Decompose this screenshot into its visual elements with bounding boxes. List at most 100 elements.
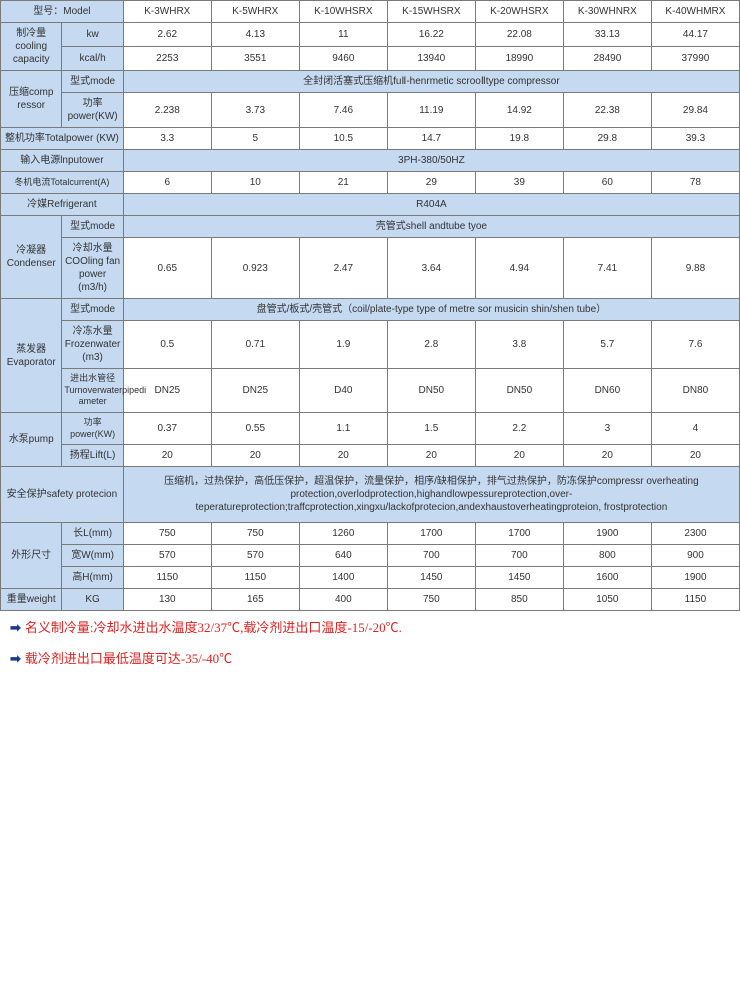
data-cell: D40 (299, 369, 387, 413)
data-cell: 900 (651, 545, 739, 567)
data-cell: 29.84 (651, 93, 739, 128)
comp-power-label: 功率power(KW) (62, 93, 123, 128)
model-cell: K-15WHSRX (387, 1, 475, 23)
data-cell: 39.3 (651, 128, 739, 150)
data-cell: DN50 (387, 369, 475, 413)
condenser-label: 冷凝器Condenser (1, 216, 62, 299)
dim-l-label: 长L(mm) (62, 523, 123, 545)
data-cell: 20 (563, 445, 651, 467)
data-cell: 570 (211, 545, 299, 567)
data-cell: 750 (123, 523, 211, 545)
data-cell: 1050 (563, 589, 651, 611)
cond-mode-label: 型式mode (62, 216, 123, 238)
inputpower-label: 输入电源lnputower (1, 150, 124, 172)
data-cell: 2.238 (123, 93, 211, 128)
data-cell: 20 (651, 445, 739, 467)
pump-power-label: 功率power(KW) (62, 413, 123, 445)
data-cell: 850 (475, 589, 563, 611)
data-cell: 22.08 (475, 23, 563, 47)
data-cell: 3.3 (123, 128, 211, 150)
data-cell: 1150 (123, 567, 211, 589)
data-cell: 1150 (211, 567, 299, 589)
kcal-label: kcal/h (62, 47, 123, 71)
safety-label: 安全保护safety protecion (1, 467, 124, 523)
data-cell: 33.13 (563, 23, 651, 47)
weight-kg-label: KG (62, 589, 123, 611)
totalpower-label: 整机功率Totalpower (KW) (1, 128, 124, 150)
refrigerant-val: R404A (123, 194, 739, 216)
cond-fan-label: 冷却水量COOling fan power (m3/h) (62, 238, 123, 299)
data-cell: 1450 (475, 567, 563, 589)
spec-table: 型号：Model K-3WHRX K-5WHRX K-10WHSRX K-15W… (0, 0, 740, 611)
data-cell: 165 (211, 589, 299, 611)
model-cell: K-5WHRX (211, 1, 299, 23)
model-header: 型号：Model (1, 1, 124, 23)
data-cell: 750 (387, 589, 475, 611)
pump-label: 水泵pump (1, 413, 62, 467)
compressor-label: 压缩comp ressor (1, 71, 62, 128)
cond-mode: 壳管式shell andtube tyoe (123, 216, 739, 238)
data-cell: 44.17 (651, 23, 739, 47)
data-cell: 800 (563, 545, 651, 567)
evap-mode-label: 型式mode (62, 299, 123, 321)
data-cell: 2253 (123, 47, 211, 71)
weight-label: 重量weight (1, 589, 62, 611)
data-cell: 20 (475, 445, 563, 467)
data-cell: 3.64 (387, 238, 475, 299)
cooling-label: 制冷量cooling capacity (1, 23, 62, 71)
data-cell: 2.2 (475, 413, 563, 445)
data-cell: 3.73 (211, 93, 299, 128)
data-cell: 0.65 (123, 238, 211, 299)
dim-h-label: 高H(mm) (62, 567, 123, 589)
model-cell: K-10WHSRX (299, 1, 387, 23)
data-cell: 700 (387, 545, 475, 567)
arrow-icon: ➡ (10, 651, 21, 666)
data-cell: 2.47 (299, 238, 387, 299)
arrow-icon: ➡ (10, 620, 21, 635)
data-cell: 1900 (563, 523, 651, 545)
data-cell: 20 (211, 445, 299, 467)
data-cell: 0.55 (211, 413, 299, 445)
footnote-1: ➡ 名义制冷量:冷却水进出水温度32/37℃,载冷剂进出口温度-15/-20℃. (0, 611, 740, 642)
data-cell: 11 (299, 23, 387, 47)
model-cell: K-30WHNRX (563, 1, 651, 23)
data-cell: 1150 (651, 589, 739, 611)
dim-w-label: 宽W(mm) (62, 545, 123, 567)
data-cell: 4.13 (211, 23, 299, 47)
data-cell: 1450 (387, 567, 475, 589)
data-cell: 1700 (475, 523, 563, 545)
data-cell: 9460 (299, 47, 387, 71)
data-cell: 37990 (651, 47, 739, 71)
comp-mode: 全封闭活塞式压缩机fuⅡ-henrmetic scrooⅡtype compre… (123, 71, 739, 93)
model-cell: K-20WHSRX (475, 1, 563, 23)
safety-val: 压缩机，过热保护，高低压保护，超温保护，流量保护，相序/缺相保护，排气过热保护，… (123, 467, 739, 523)
inputpower-val: 3PH-380/50HZ (123, 150, 739, 172)
model-cell: K-40WHMRX (651, 1, 739, 23)
data-cell: 2.62 (123, 23, 211, 47)
comp-mode-label: 型式mode (62, 71, 123, 93)
note1-text: 名义制冷量:冷却水进出水温度32/37℃,载冷剂进出口温度-15/-20℃. (25, 620, 402, 635)
data-cell: 400 (299, 589, 387, 611)
data-cell: DN80 (651, 369, 739, 413)
data-cell: 3.8 (475, 321, 563, 369)
data-cell: 640 (299, 545, 387, 567)
data-cell: 7.41 (563, 238, 651, 299)
data-cell: 4 (651, 413, 739, 445)
data-cell: 1.1 (299, 413, 387, 445)
data-cell: 2300 (651, 523, 739, 545)
data-cell: 9.88 (651, 238, 739, 299)
evap-pipe-label: 进出水管径Turnoverwaterpipedi ameter (62, 369, 123, 413)
data-cell: 20 (123, 445, 211, 467)
data-cell: 750 (211, 523, 299, 545)
note2-text: 载冷剂进出口最低温度可达-35/-40℃ (25, 651, 232, 666)
evap-frozen-label: 冷冻水量Frozenwater (m3) (62, 321, 123, 369)
data-cell: 130 (123, 589, 211, 611)
data-cell: 39 (475, 172, 563, 194)
data-cell: 4.94 (475, 238, 563, 299)
kw-label: kw (62, 23, 123, 47)
data-cell: DN50 (475, 369, 563, 413)
data-cell: 1260 (299, 523, 387, 545)
data-cell: DN25 (211, 369, 299, 413)
data-cell: 20 (299, 445, 387, 467)
data-cell: 1400 (299, 567, 387, 589)
